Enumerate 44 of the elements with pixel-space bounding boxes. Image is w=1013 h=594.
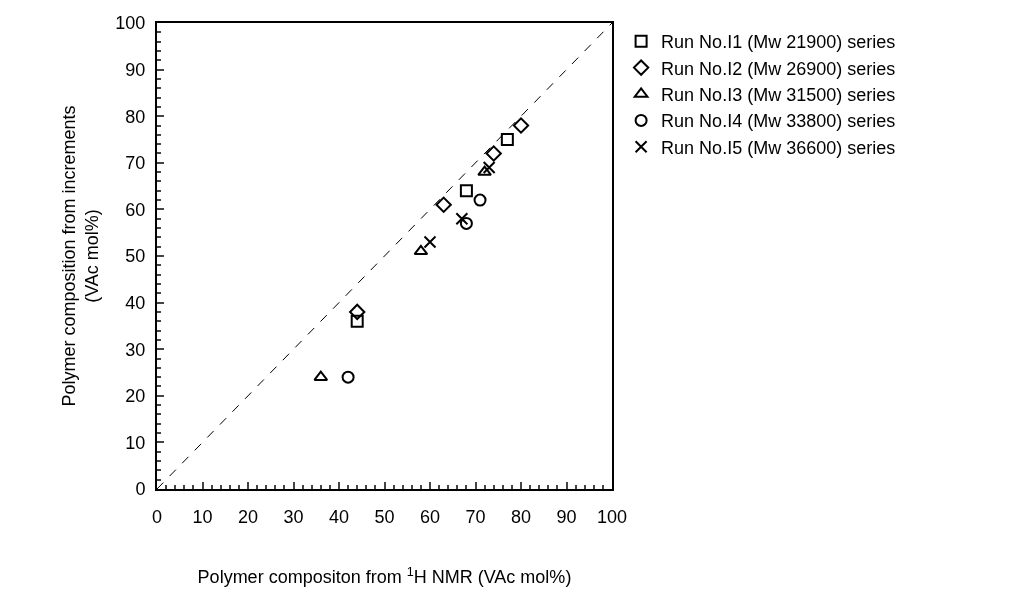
y-tick-label: 0 (135, 479, 146, 500)
x-tick-label: 20 (237, 506, 259, 527)
y-tick-label: 40 (125, 292, 146, 313)
point (459, 216, 473, 230)
point (473, 193, 487, 207)
x-tick-label: 50 (374, 506, 395, 527)
x-tick-label: 90 (556, 506, 577, 527)
y-tick-label: 50 (125, 246, 146, 267)
legend-label: Run No.I1 (Mw 21900) series (661, 32, 896, 53)
point (485, 145, 502, 162)
y-tick-label: 80 (125, 106, 146, 127)
y-axis-title: Polymer composition from increments (VAc mol%) (58, 105, 103, 407)
x-tick-label: 100 (596, 506, 628, 527)
x-tick-label: 30 (283, 506, 304, 527)
x-tick-label: 10 (192, 506, 213, 527)
y-tick-label: 100 (115, 13, 146, 34)
x-tick-label: 40 (328, 506, 350, 527)
x-axis-title: Polymer compositon from $^{1}$H NMR (VAc mol%) (197, 564, 572, 588)
legend-label: Run No.I4 (Mw 33800) series (661, 111, 896, 132)
x-tick-label: 60 (419, 506, 441, 527)
legend-label: Run No.I2 (Mw 26900) series (661, 58, 896, 79)
y-tick-label: 70 (125, 153, 146, 174)
point (423, 235, 437, 249)
point (349, 303, 366, 321)
point (413, 244, 429, 256)
point (500, 133, 514, 146)
x-tick-label: 80 (510, 506, 532, 527)
point (455, 212, 469, 226)
y-tick-label: 90 (125, 59, 146, 80)
point (482, 160, 496, 174)
y-tick-label: 10 (125, 432, 146, 453)
y-tick-label: 30 (125, 339, 146, 360)
y-tick-label: 60 (125, 199, 146, 220)
point (477, 165, 492, 176)
point (435, 196, 452, 213)
legend-label: Run No.I3 (Mw 31500) series (661, 85, 896, 106)
point (512, 117, 530, 134)
legend-label: Run No.I5 (Mw 36600) series (661, 137, 896, 158)
y-tick-label: 20 (125, 386, 146, 407)
point (341, 370, 355, 384)
x-tick-label: 0 (151, 506, 163, 527)
x-tick-label: 70 (465, 506, 486, 527)
point (350, 314, 364, 328)
point (459, 184, 473, 198)
